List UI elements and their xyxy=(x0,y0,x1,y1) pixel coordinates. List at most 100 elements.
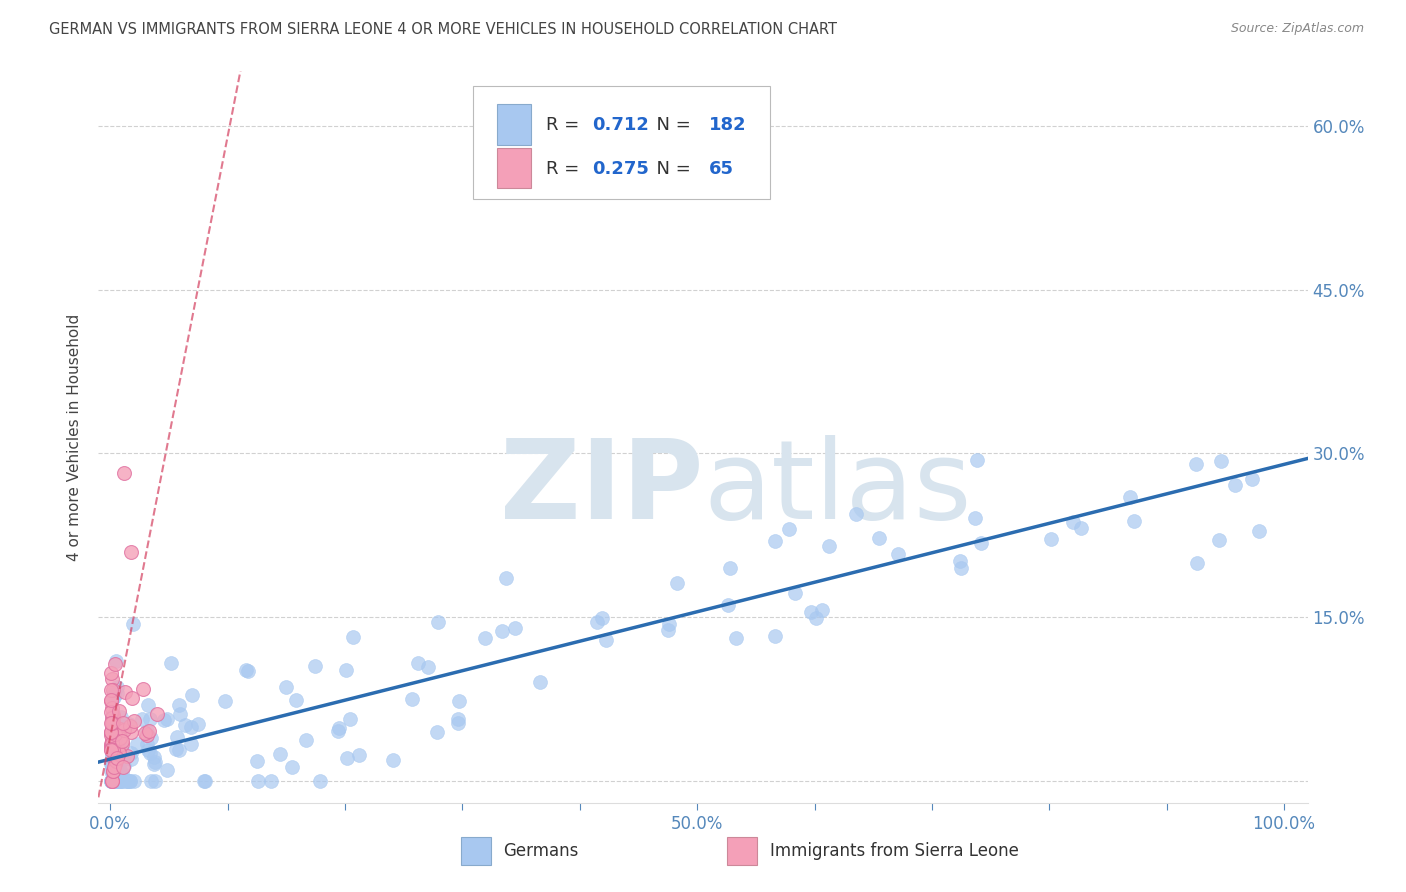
Point xyxy=(336,750,359,764)
Point xyxy=(132,681,155,696)
Point xyxy=(117,774,139,789)
Point xyxy=(107,756,129,771)
Point xyxy=(104,759,127,773)
Point xyxy=(1039,533,1062,547)
Point xyxy=(141,731,163,745)
Point xyxy=(101,774,124,789)
Point xyxy=(101,767,124,781)
Point xyxy=(101,691,124,706)
Point xyxy=(107,738,129,752)
Point xyxy=(269,747,291,762)
Point xyxy=(194,774,217,789)
Point xyxy=(101,735,124,749)
Point xyxy=(136,737,159,751)
Text: Immigrants from Sierra Leone: Immigrants from Sierra Leone xyxy=(769,842,1018,860)
Point xyxy=(108,722,131,736)
Point xyxy=(104,763,127,777)
Point xyxy=(142,756,165,771)
Point xyxy=(104,750,127,764)
Point xyxy=(103,740,125,755)
Point xyxy=(127,737,149,751)
Point xyxy=(1223,478,1246,492)
Point xyxy=(963,511,986,525)
Point xyxy=(120,774,142,789)
Point xyxy=(101,722,124,736)
Point xyxy=(103,774,125,789)
Point xyxy=(103,688,125,702)
Point xyxy=(101,716,124,731)
Point xyxy=(108,736,131,750)
Point xyxy=(111,737,134,751)
Point xyxy=(100,743,122,757)
Point xyxy=(447,716,470,731)
Point xyxy=(146,707,169,722)
Point xyxy=(100,774,122,789)
Point xyxy=(103,726,125,740)
Point xyxy=(105,751,128,765)
Point xyxy=(103,753,125,767)
Point xyxy=(107,746,129,760)
Point xyxy=(100,774,122,789)
Point xyxy=(138,743,160,757)
Bar xyxy=(498,104,531,145)
Point xyxy=(406,657,429,671)
Point xyxy=(100,705,122,719)
Point xyxy=(115,774,138,789)
Point xyxy=(416,660,439,674)
Point xyxy=(173,717,195,731)
Point xyxy=(426,724,449,739)
Point xyxy=(328,721,350,735)
Point xyxy=(103,766,125,780)
Text: ZIP: ZIP xyxy=(499,434,703,541)
Point xyxy=(101,748,124,763)
Point xyxy=(1211,453,1233,467)
Y-axis label: 4 or more Vehicles in Household: 4 or more Vehicles in Household xyxy=(67,313,83,561)
Point xyxy=(114,685,136,699)
Point xyxy=(335,663,357,677)
Point xyxy=(657,623,679,637)
Point xyxy=(100,736,122,750)
Point xyxy=(108,774,131,789)
Point xyxy=(259,774,281,789)
Point xyxy=(104,747,127,762)
Point xyxy=(105,733,128,747)
Point xyxy=(347,747,370,762)
Point xyxy=(100,694,122,708)
Point xyxy=(103,774,125,789)
Point xyxy=(105,686,128,700)
Point xyxy=(763,533,786,548)
Point xyxy=(104,760,127,774)
Point xyxy=(124,774,146,789)
Bar xyxy=(461,838,492,865)
Point xyxy=(214,694,236,708)
Point xyxy=(135,728,157,742)
Point xyxy=(339,712,361,726)
Point xyxy=(100,728,122,742)
Point xyxy=(104,727,127,741)
Point xyxy=(966,452,988,467)
Point xyxy=(117,774,139,789)
Text: 65: 65 xyxy=(709,160,734,178)
Point xyxy=(139,712,162,726)
Point xyxy=(118,774,141,789)
Point xyxy=(193,774,215,789)
Point xyxy=(111,744,134,758)
Point xyxy=(118,716,141,731)
Point xyxy=(153,713,176,727)
Point xyxy=(111,748,134,763)
Point xyxy=(120,746,142,760)
Point xyxy=(108,730,131,744)
Point xyxy=(101,673,124,687)
Point xyxy=(142,749,165,764)
Point xyxy=(107,761,129,775)
Point xyxy=(159,656,181,670)
Point xyxy=(110,710,132,724)
Point xyxy=(111,745,134,759)
Point xyxy=(108,705,131,719)
Point xyxy=(110,774,132,789)
Point xyxy=(134,726,156,740)
Point xyxy=(868,531,890,545)
Point xyxy=(804,611,827,625)
Text: R =: R = xyxy=(546,160,585,178)
Point xyxy=(238,664,260,678)
